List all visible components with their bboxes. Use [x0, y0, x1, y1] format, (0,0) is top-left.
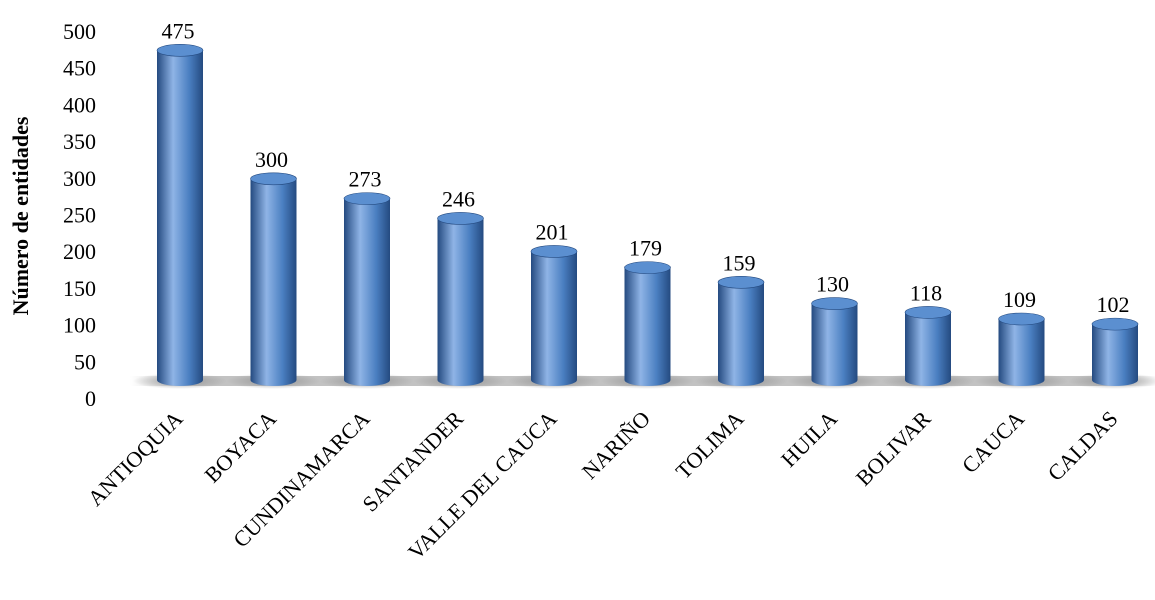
- y-axis-ticks: 0 50 100 150 200 250 300 350 400 450 500: [63, 19, 96, 411]
- y-tick-label: 200: [63, 239, 96, 264]
- x-axis-ticks: ANTIOQUIA BOYACACUNDINAMARCASANTANDERVALL…: [83, 406, 1123, 565]
- data-label: 130: [816, 272, 849, 297]
- bar: [226, 172, 321, 389]
- data-label: 118: [910, 280, 942, 305]
- bar: [1068, 317, 1155, 389]
- y-tick-label: 450: [63, 56, 96, 81]
- bar-body: [157, 50, 203, 386]
- bar-cap: [717, 275, 765, 289]
- y-tick-label: 250: [63, 203, 96, 228]
- bar-cap: [156, 44, 204, 57]
- bar-body: [811, 303, 858, 386]
- bar-cap: [811, 297, 858, 310]
- data-label: 102: [1097, 292, 1130, 317]
- bar-cap: [437, 212, 484, 225]
- bar-cap: [904, 306, 952, 319]
- bar-body: [344, 198, 390, 386]
- bar-body: [1092, 324, 1138, 386]
- bar-cap: [530, 245, 578, 258]
- data-label: 300: [255, 147, 288, 172]
- y-tick-label: 0: [85, 386, 96, 411]
- data-labels: 475 300 273 246 201 179 159 130 118 109 102: [162, 18, 1130, 317]
- y-tick-label: 50: [74, 349, 96, 374]
- bar-cap: [343, 192, 391, 205]
- data-label: 109: [1003, 287, 1036, 312]
- data-label: 179: [629, 236, 662, 261]
- data-label: 159: [723, 250, 756, 275]
- data-label: 201: [536, 219, 569, 244]
- bar: [507, 245, 601, 389]
- bar: [133, 44, 227, 389]
- y-tick-label: 150: [63, 276, 96, 301]
- data-label: 246: [442, 186, 475, 211]
- y-axis-label: Número de entidades: [8, 116, 33, 315]
- x-tick-label: TOLIMA: [671, 406, 749, 484]
- bar: [320, 192, 414, 389]
- bar-cap: [250, 172, 297, 186]
- bar-cap: [1091, 317, 1139, 331]
- y-tick-label: 500: [63, 19, 96, 44]
- x-tick-label: CALDAS: [1043, 406, 1123, 486]
- bar-body: [531, 251, 577, 386]
- bar-body: [718, 282, 764, 386]
- x-tick-label: HUILA: [776, 406, 842, 472]
- y-tick-label: 350: [63, 129, 96, 154]
- bar: [881, 306, 975, 389]
- bar: [413, 212, 508, 389]
- bar: [694, 275, 788, 389]
- bar: [787, 297, 882, 389]
- y-tick-label: 100: [63, 313, 96, 338]
- y-tick-label: 400: [63, 92, 96, 117]
- bar-cap: [998, 312, 1045, 326]
- data-label: 475: [162, 18, 195, 43]
- bar-body: [998, 318, 1045, 386]
- bar-cap: [624, 261, 671, 274]
- bar-body: [437, 218, 484, 386]
- x-tick-label: BOYACA: [199, 406, 281, 488]
- bar: [974, 312, 1069, 389]
- y-tick-label: 300: [63, 166, 96, 191]
- x-tick-label: BOLIVAR: [851, 406, 936, 491]
- bar-body: [624, 267, 671, 386]
- bar: [600, 261, 695, 389]
- x-tick-label: NARIÑO: [577, 406, 655, 484]
- bar-body: [905, 312, 951, 386]
- x-tick-label: CAUCA: [957, 406, 1029, 478]
- bars: [133, 44, 1155, 389]
- x-tick-label: ANTIOQUIA: [83, 406, 188, 511]
- data-label: 273: [349, 167, 382, 192]
- bar-body: [250, 178, 297, 386]
